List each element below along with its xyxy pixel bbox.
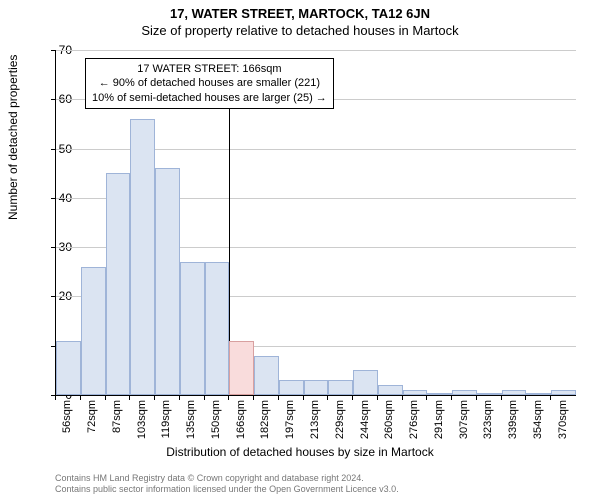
histogram-bar: [551, 390, 576, 395]
xtick-mark: [550, 395, 551, 400]
xtick-mark: [352, 395, 353, 400]
chart-container: 17, WATER STREET, MARTOCK, TA12 6JN Size…: [0, 0, 600, 500]
histogram-bar: [130, 119, 155, 395]
xtick-label: 103sqm: [136, 400, 148, 439]
xtick-mark: [228, 395, 229, 400]
xtick-label: 213sqm: [309, 400, 321, 439]
annotation-line1: 17 WATER STREET: 166sqm: [92, 62, 327, 76]
histogram-bar: [502, 390, 527, 395]
histogram-bar: [81, 267, 106, 395]
histogram-bar: [452, 390, 477, 395]
xtick-mark: [129, 395, 130, 400]
annotation-line3: 10% of semi-detached houses are larger (…: [92, 91, 327, 105]
x-axis-label: Distribution of detached houses by size …: [0, 445, 600, 459]
histogram-bar: [106, 173, 131, 395]
xtick-mark: [80, 395, 81, 400]
xtick-label: 339sqm: [507, 400, 519, 439]
xtick-mark: [501, 395, 502, 400]
annotation-box: 17 WATER STREET: 166sqm ← 90% of detache…: [85, 58, 334, 109]
xtick-label: 197sqm: [284, 400, 296, 439]
xtick-mark: [377, 395, 378, 400]
page-title: 17, WATER STREET, MARTOCK, TA12 6JN: [0, 0, 600, 21]
histogram-bar: [427, 393, 452, 395]
histogram-bar: [526, 393, 551, 395]
marker-line: [229, 100, 230, 341]
xtick-label: 276sqm: [408, 400, 420, 439]
grid-line: [56, 50, 576, 51]
xtick-label: 166sqm: [235, 400, 247, 439]
xtick-label: 244sqm: [359, 400, 371, 439]
annotation-line2: ← 90% of detached houses are smaller (22…: [92, 76, 327, 90]
histogram-bar: [378, 385, 403, 395]
xtick-mark: [426, 395, 427, 400]
histogram-bar: [328, 380, 353, 395]
histogram-bar: [205, 262, 230, 395]
histogram-bar: [254, 356, 279, 395]
xtick-label: 354sqm: [532, 400, 544, 439]
footer-line1: Contains HM Land Registry data © Crown c…: [55, 473, 399, 485]
xtick-mark: [105, 395, 106, 400]
histogram-bar-highlight: [229, 341, 254, 395]
xtick-label: 135sqm: [185, 400, 197, 439]
xtick-label: 370sqm: [557, 400, 569, 439]
chart-area: 17 WATER STREET: 166sqm ← 90% of detache…: [55, 50, 575, 395]
histogram-bar: [56, 341, 81, 395]
xtick-mark: [451, 395, 452, 400]
histogram-bar: [403, 390, 428, 395]
xtick-mark: [179, 395, 180, 400]
xtick-mark: [154, 395, 155, 400]
xtick-label: 260sqm: [383, 400, 395, 439]
xtick-label: 56sqm: [61, 400, 73, 433]
xtick-mark: [204, 395, 205, 400]
xtick-mark: [476, 395, 477, 400]
xtick-label: 72sqm: [86, 400, 98, 433]
xtick-label: 229sqm: [334, 400, 346, 439]
histogram-bar: [180, 262, 205, 395]
page-subtitle: Size of property relative to detached ho…: [0, 21, 600, 38]
xtick-label: 307sqm: [458, 400, 470, 439]
xtick-label: 291sqm: [433, 400, 445, 439]
xtick-label: 150sqm: [210, 400, 222, 439]
histogram-bar: [279, 380, 304, 395]
xtick-mark: [278, 395, 279, 400]
xtick-label: 182sqm: [259, 400, 271, 439]
xtick-mark: [525, 395, 526, 400]
footer-line2: Contains public sector information licen…: [55, 484, 399, 496]
xtick-mark: [253, 395, 254, 400]
histogram-bar: [477, 393, 502, 395]
xtick-mark: [303, 395, 304, 400]
xtick-label: 323sqm: [482, 400, 494, 439]
histogram-bar: [155, 168, 180, 395]
xtick-mark: [327, 395, 328, 400]
footer: Contains HM Land Registry data © Crown c…: [55, 473, 399, 496]
xtick-label: 87sqm: [111, 400, 123, 433]
histogram-bar: [353, 370, 378, 395]
histogram-bar: [304, 380, 329, 395]
xtick-label: 119sqm: [160, 400, 172, 438]
xtick-mark: [402, 395, 403, 400]
y-axis-label: Number of detached properties: [6, 55, 20, 220]
